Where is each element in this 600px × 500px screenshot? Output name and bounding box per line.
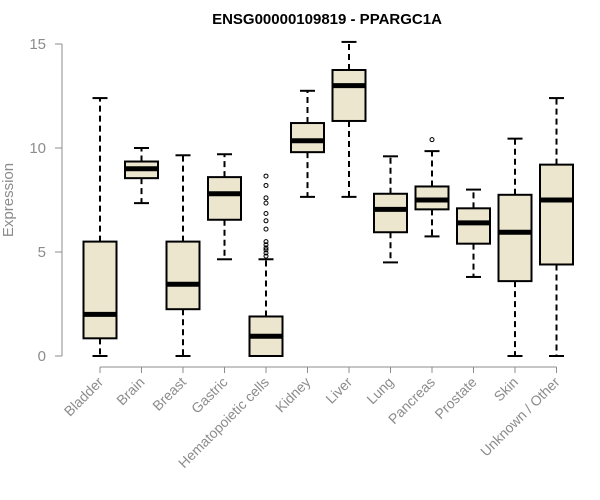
box-group xyxy=(331,40,367,198)
outlier-point xyxy=(263,211,269,217)
outlier-point xyxy=(263,250,269,256)
box-group xyxy=(539,97,574,357)
y-tick-label: 15 xyxy=(29,36,46,53)
outlier-point xyxy=(263,245,269,251)
outlier-point xyxy=(263,247,269,253)
box-group xyxy=(124,147,159,205)
box-group xyxy=(82,97,118,357)
box-group xyxy=(497,137,533,357)
outlier-point xyxy=(263,173,269,179)
box-group xyxy=(414,137,450,238)
outlier-point xyxy=(263,239,269,245)
iqr-box xyxy=(165,240,201,311)
x-tick-label: Lung xyxy=(363,374,396,407)
iqr-box xyxy=(331,69,367,122)
outlier-point xyxy=(263,218,269,224)
box-group xyxy=(165,154,201,357)
x-tick-label: Unknown / Other xyxy=(477,374,563,460)
outlier-point xyxy=(263,200,269,206)
box-group xyxy=(290,89,325,198)
y-axis: 0 5 10 15 xyxy=(29,36,63,365)
iqr-box xyxy=(207,176,242,221)
iqr-box xyxy=(290,122,325,154)
x-tick-label: Liver xyxy=(322,374,355,407)
boxplot-series xyxy=(82,40,574,358)
box-group xyxy=(248,173,284,358)
outlier-point xyxy=(263,253,269,259)
y-tick-label: 10 xyxy=(29,140,46,157)
y-tick-label: 0 xyxy=(38,348,46,365)
outlier-point xyxy=(263,226,269,232)
y-axis-label: Expression xyxy=(0,163,17,237)
iqr-box xyxy=(539,163,574,266)
outlier-point xyxy=(429,137,435,143)
x-tick-label: Brain xyxy=(113,374,147,408)
x-tick-label: Breast xyxy=(149,374,189,414)
box-group xyxy=(373,155,408,264)
x-tick-label: Skin xyxy=(491,374,522,405)
x-tick-label: Prostate xyxy=(431,374,479,422)
iqr-box xyxy=(456,207,491,245)
box-group xyxy=(207,153,242,261)
x-tick-label: Bladder xyxy=(61,374,107,420)
box-group xyxy=(456,188,491,278)
chart-title: ENSG00000109819 - PPARGC1A xyxy=(212,11,442,28)
outlier-point xyxy=(263,182,269,188)
x-tick-label: Kidney xyxy=(272,374,314,416)
outlier-point xyxy=(263,242,269,248)
iqr-box xyxy=(497,193,533,283)
outlier-point xyxy=(263,195,269,201)
iqr-box xyxy=(373,192,408,234)
iqr-box xyxy=(82,240,118,340)
y-tick-label: 5 xyxy=(38,244,46,261)
